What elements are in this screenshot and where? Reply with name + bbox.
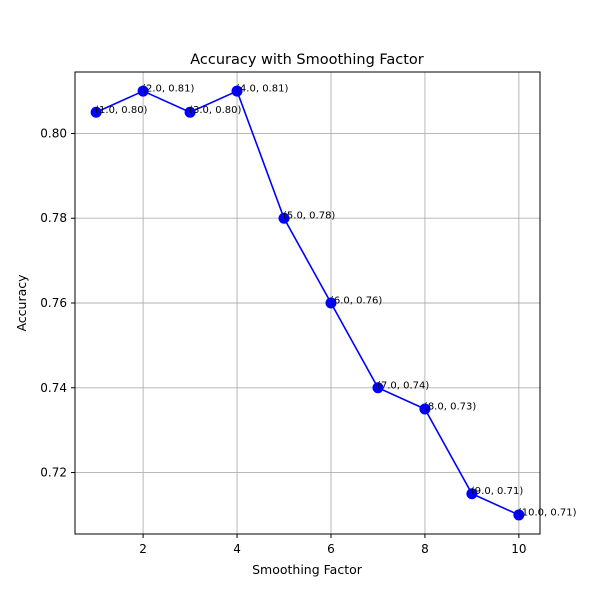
- data-labels: (1.0, 0.80) (2.0, 0.81) (3.0, 0.80) (4.0, 0…: [95, 84, 577, 519]
- data-label: (8.0, 0.73): [424, 401, 476, 412]
- data-points: [90, 85, 525, 521]
- data-label: (4.0, 0.81): [236, 84, 288, 95]
- data-label: (6.0, 0.76): [330, 296, 382, 307]
- x-tick-label: 4: [233, 542, 241, 556]
- x-tick-label: 6: [327, 542, 335, 556]
- y-tick-label: 0.74: [40, 381, 67, 395]
- x-tick-label: 8: [421, 542, 429, 556]
- data-label: (5.0, 0.78): [283, 211, 335, 222]
- grid: [75, 72, 540, 534]
- data-label: (7.0, 0.74): [377, 380, 429, 391]
- y-axis-ticks: 0.72 0.74 0.76 0.78 0.80: [40, 126, 75, 480]
- data-point: [278, 212, 290, 224]
- y-axis-label: Accuracy: [14, 274, 29, 332]
- data-point: [419, 403, 431, 415]
- data-point: [90, 106, 102, 118]
- y-tick-label: 0.76: [40, 296, 67, 310]
- data-point: [513, 509, 525, 521]
- data-point: [325, 297, 337, 309]
- data-point: [184, 106, 196, 118]
- data-label: (3.0, 0.80): [189, 105, 241, 116]
- data-point: [372, 382, 384, 394]
- y-tick-label: 0.72: [40, 466, 67, 480]
- x-axis-ticks: 2 4 6 8 10: [139, 534, 527, 556]
- x-tick-label: 10: [511, 542, 526, 556]
- series-line: [95, 89, 520, 516]
- data-point: [137, 85, 149, 97]
- series-line-path: [95, 89, 520, 516]
- data-label: (1.0, 0.80): [95, 105, 147, 116]
- y-tick-label: 0.80: [40, 126, 67, 140]
- data-label: (9.0, 0.71): [471, 486, 523, 497]
- data-point: [466, 488, 478, 500]
- data-label: (2.0, 0.81): [142, 84, 194, 95]
- data-label: (10.0, 0.71): [518, 507, 577, 518]
- y-tick-label: 0.78: [40, 211, 67, 225]
- x-axis-label: Smoothing Factor: [252, 562, 363, 577]
- data-point: [231, 85, 243, 97]
- chart-title: Accuracy with Smoothing Factor: [190, 52, 424, 68]
- x-tick-label: 2: [139, 542, 147, 556]
